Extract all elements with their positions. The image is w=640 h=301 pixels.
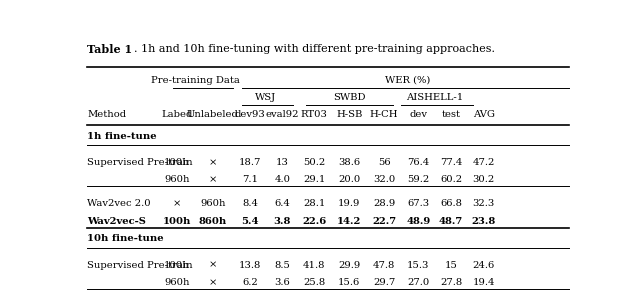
Text: 14.2: 14.2 (337, 217, 362, 226)
Text: 27.0: 27.0 (407, 278, 429, 287)
Text: ×: × (209, 158, 217, 167)
Text: 3.8: 3.8 (274, 217, 291, 226)
Text: 56: 56 (378, 158, 390, 167)
Text: 47.2: 47.2 (472, 158, 495, 167)
Text: WSJ: WSJ (255, 93, 276, 102)
Text: 8.4: 8.4 (242, 199, 258, 208)
Text: 6.4: 6.4 (275, 199, 291, 208)
Text: 32.0: 32.0 (373, 175, 395, 184)
Text: 100h: 100h (164, 158, 189, 167)
Text: 6.2: 6.2 (243, 278, 258, 287)
Text: 20.0: 20.0 (338, 175, 360, 184)
Text: SWBD: SWBD (333, 93, 365, 102)
Text: 10h fine-tune: 10h fine-tune (88, 234, 164, 244)
Text: 15.3: 15.3 (407, 261, 429, 270)
Text: 27.8: 27.8 (440, 278, 462, 287)
Text: dev93: dev93 (235, 110, 266, 119)
Text: 3.6: 3.6 (275, 278, 291, 287)
Text: 28.9: 28.9 (373, 199, 395, 208)
Text: 60.2: 60.2 (440, 175, 462, 184)
Text: 4.0: 4.0 (275, 175, 291, 184)
Text: Wav2vec-S: Wav2vec-S (88, 217, 147, 226)
Text: 77.4: 77.4 (440, 158, 462, 167)
Text: ×: × (209, 175, 217, 184)
Text: 960h: 960h (164, 278, 189, 287)
Text: RT03: RT03 (301, 110, 328, 119)
Text: AVG: AVG (473, 110, 495, 119)
Text: Pre-training Data: Pre-training Data (150, 76, 239, 85)
Text: 29.1: 29.1 (303, 175, 325, 184)
Text: Supervised Pre-train: Supervised Pre-train (88, 261, 193, 270)
Text: AISHELL-1: AISHELL-1 (406, 93, 463, 102)
Text: H-SB: H-SB (336, 110, 362, 119)
Text: 24.6: 24.6 (472, 261, 495, 270)
Text: 5.4: 5.4 (241, 217, 259, 226)
Text: 1h fine-tune: 1h fine-tune (88, 132, 157, 141)
Text: Method: Method (88, 110, 127, 119)
Text: 23.8: 23.8 (472, 217, 496, 226)
Text: 19.9: 19.9 (338, 199, 360, 208)
Text: 960h: 960h (164, 175, 189, 184)
Text: 29.9: 29.9 (338, 261, 360, 270)
Text: test: test (442, 110, 461, 119)
Text: 48.9: 48.9 (406, 217, 430, 226)
Text: Labed: Labed (161, 110, 193, 119)
Text: eval92: eval92 (266, 110, 299, 119)
Text: 59.2: 59.2 (407, 175, 429, 184)
Text: ×: × (173, 199, 181, 208)
Text: 41.8: 41.8 (303, 261, 325, 270)
Text: 100h: 100h (164, 261, 189, 270)
Text: H-CH: H-CH (370, 110, 398, 119)
Text: 30.2: 30.2 (472, 175, 495, 184)
Text: 19.4: 19.4 (472, 278, 495, 287)
Text: ×: × (209, 278, 217, 287)
Text: 13: 13 (276, 158, 289, 167)
Text: 18.7: 18.7 (239, 158, 261, 167)
Text: 38.6: 38.6 (339, 158, 360, 167)
Text: 15.6: 15.6 (338, 278, 360, 287)
Text: 7.1: 7.1 (242, 175, 258, 184)
Text: 960h: 960h (200, 199, 226, 208)
Text: 47.8: 47.8 (373, 261, 396, 270)
Text: 22.6: 22.6 (302, 217, 326, 226)
Text: 8.5: 8.5 (275, 261, 291, 270)
Text: Table 1: Table 1 (88, 44, 132, 55)
Text: 76.4: 76.4 (407, 158, 429, 167)
Text: 67.3: 67.3 (407, 199, 429, 208)
Text: . 1h and 10h fine-tuning with different pre-training approaches.: . 1h and 10h fine-tuning with different … (134, 44, 495, 54)
Text: Wav2vec 2.0: Wav2vec 2.0 (88, 199, 151, 208)
Text: 29.7: 29.7 (373, 278, 395, 287)
Text: dev: dev (409, 110, 428, 119)
Text: Supervised Pre-train: Supervised Pre-train (88, 158, 193, 167)
Text: 22.7: 22.7 (372, 217, 396, 226)
Text: 32.3: 32.3 (472, 199, 495, 208)
Text: 13.8: 13.8 (239, 261, 261, 270)
Text: 15: 15 (445, 261, 458, 270)
Text: Unlabeled: Unlabeled (187, 110, 239, 119)
Text: 50.2: 50.2 (303, 158, 325, 167)
Text: 100h: 100h (163, 217, 191, 226)
Text: 860h: 860h (199, 217, 227, 226)
Text: 66.8: 66.8 (440, 199, 462, 208)
Text: 48.7: 48.7 (439, 217, 463, 226)
Text: ×: × (209, 261, 217, 270)
Text: 25.8: 25.8 (303, 278, 325, 287)
Text: WER (%): WER (%) (385, 76, 430, 85)
Text: 28.1: 28.1 (303, 199, 325, 208)
